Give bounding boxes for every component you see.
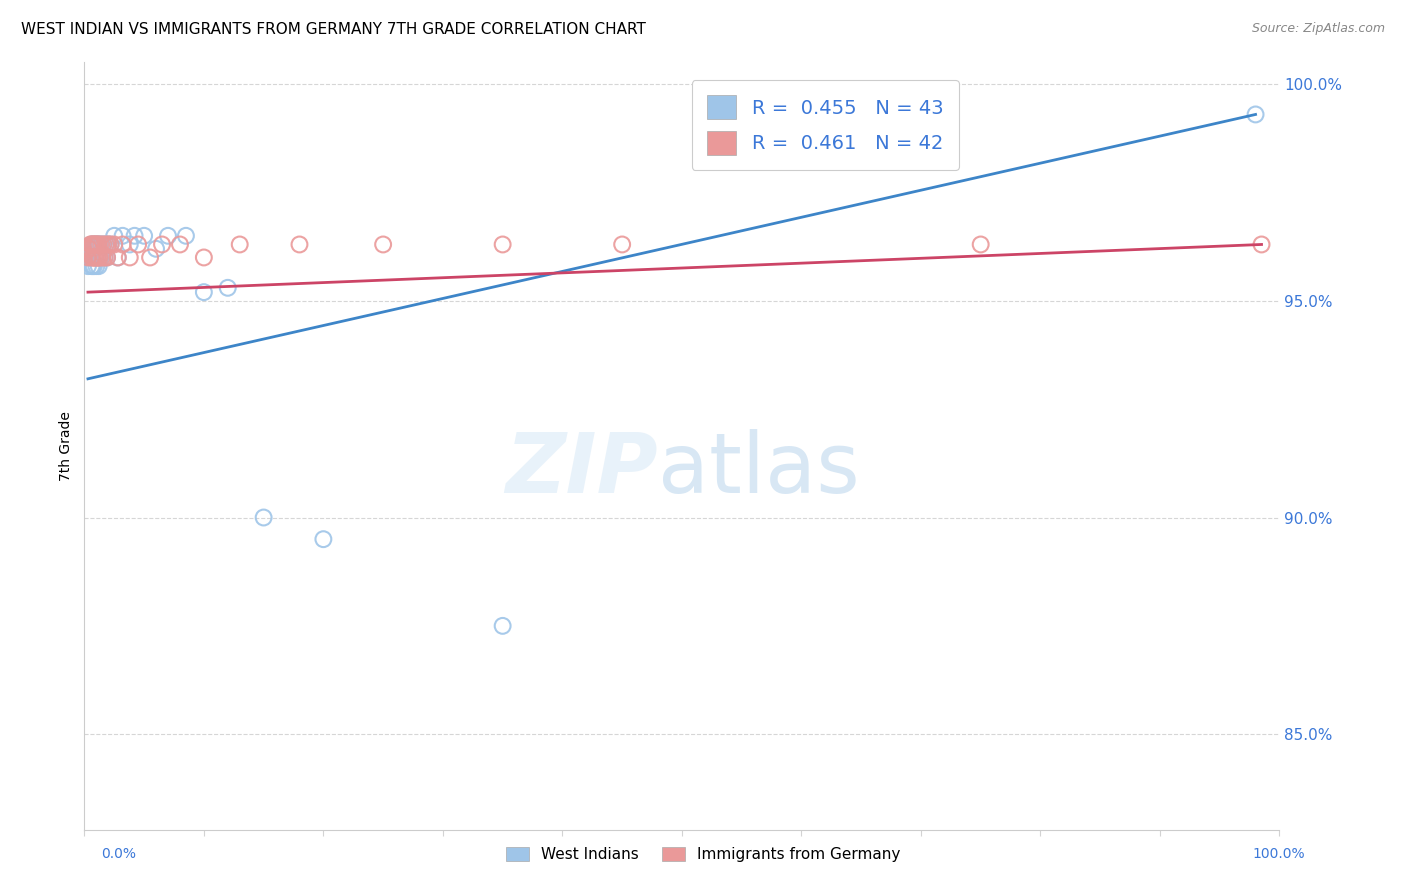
Point xyxy=(94,237,117,252)
Point xyxy=(86,259,108,273)
Point xyxy=(193,251,215,265)
Point xyxy=(79,251,101,265)
Point xyxy=(84,251,107,265)
Point xyxy=(217,281,239,295)
Point xyxy=(174,228,197,243)
Point xyxy=(87,237,110,252)
Point xyxy=(80,237,103,252)
Point xyxy=(100,237,122,252)
Point xyxy=(127,237,149,252)
Point xyxy=(107,251,129,265)
Point xyxy=(150,237,173,252)
Point xyxy=(77,242,100,256)
Text: 0.0%: 0.0% xyxy=(101,847,136,861)
Legend: West Indians, Immigrants from Germany: West Indians, Immigrants from Germany xyxy=(499,841,907,868)
Point xyxy=(107,251,129,265)
Point xyxy=(90,251,112,265)
Point xyxy=(91,251,114,265)
Point xyxy=(86,237,108,252)
Point xyxy=(93,251,115,265)
Point xyxy=(193,285,215,300)
Point xyxy=(111,237,134,252)
Point xyxy=(145,242,167,256)
Point xyxy=(373,237,395,252)
Point xyxy=(288,237,311,252)
Point xyxy=(124,228,146,243)
Point xyxy=(77,251,100,265)
Point xyxy=(139,251,162,265)
Point xyxy=(82,251,104,265)
Point xyxy=(312,532,335,546)
Point xyxy=(82,237,104,252)
Point xyxy=(89,237,111,252)
Point xyxy=(1250,237,1272,252)
Point xyxy=(77,259,100,273)
Point xyxy=(229,237,252,252)
Point xyxy=(93,237,115,252)
Y-axis label: 7th Grade: 7th Grade xyxy=(59,411,73,481)
Point xyxy=(86,237,108,252)
Point xyxy=(86,237,108,252)
Point xyxy=(103,237,125,252)
Point xyxy=(86,251,108,265)
Point xyxy=(492,619,515,633)
Point xyxy=(86,251,108,265)
Point xyxy=(97,237,120,252)
Point xyxy=(87,251,110,265)
Point xyxy=(83,242,105,256)
Text: atlas: atlas xyxy=(658,428,859,509)
Point xyxy=(111,228,134,243)
Point xyxy=(90,237,112,252)
Point xyxy=(84,237,107,252)
Point xyxy=(100,237,122,252)
Point xyxy=(87,237,110,252)
Point xyxy=(79,242,101,256)
Point xyxy=(253,510,276,524)
Point xyxy=(612,237,634,252)
Point xyxy=(89,251,111,265)
Point xyxy=(86,237,108,252)
Point xyxy=(94,237,117,252)
Point xyxy=(1244,107,1267,121)
Point xyxy=(132,228,156,243)
Point xyxy=(79,237,101,252)
Point xyxy=(97,237,120,252)
Point xyxy=(83,251,105,265)
Text: ZIP: ZIP xyxy=(505,428,658,509)
Point xyxy=(83,259,105,273)
Point xyxy=(93,251,115,265)
Point xyxy=(82,259,104,273)
Point xyxy=(77,251,100,265)
Point xyxy=(84,251,107,265)
Point xyxy=(86,251,108,265)
Text: WEST INDIAN VS IMMIGRANTS FROM GERMANY 7TH GRADE CORRELATION CHART: WEST INDIAN VS IMMIGRANTS FROM GERMANY 7… xyxy=(21,22,645,37)
Point xyxy=(492,237,515,252)
Point xyxy=(169,237,191,252)
Point xyxy=(91,237,114,252)
Point xyxy=(89,251,111,265)
Point xyxy=(93,237,115,252)
Point xyxy=(118,251,141,265)
Point xyxy=(80,251,103,265)
Text: Source: ZipAtlas.com: Source: ZipAtlas.com xyxy=(1251,22,1385,36)
Point xyxy=(157,228,180,243)
Legend: R =  0.455   N = 43, R =  0.461   N = 42: R = 0.455 N = 43, R = 0.461 N = 42 xyxy=(692,79,959,170)
Point xyxy=(80,237,103,252)
Point xyxy=(118,237,141,252)
Text: 100.0%: 100.0% xyxy=(1253,847,1305,861)
Point xyxy=(80,259,103,273)
Point xyxy=(84,237,107,252)
Point xyxy=(96,251,118,265)
Point xyxy=(96,251,118,265)
Point xyxy=(87,259,110,273)
Point xyxy=(970,237,993,252)
Point xyxy=(82,237,104,252)
Point xyxy=(103,228,125,243)
Point xyxy=(83,237,105,252)
